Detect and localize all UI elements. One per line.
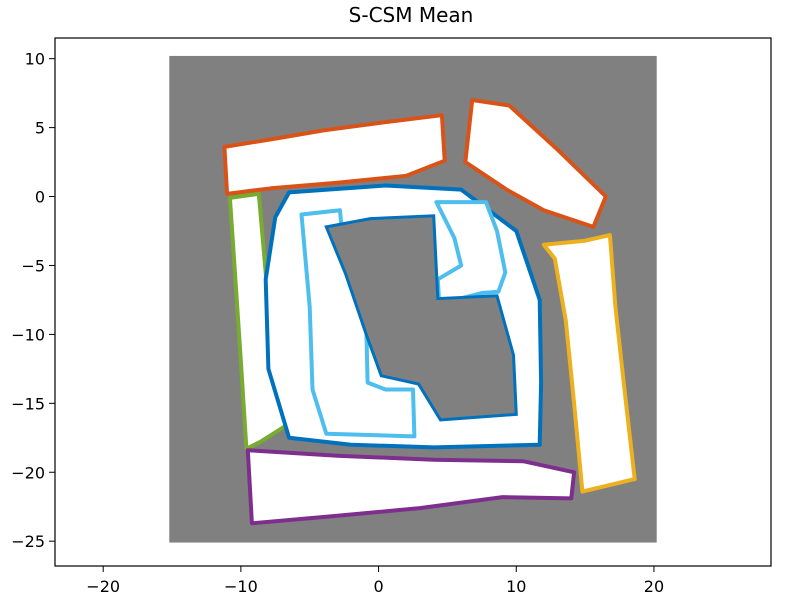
courtyard-unknown [324,214,518,422]
x-axis: −20 −10 0 10 20 [86,566,664,596]
y-tick-label: 5 [35,119,45,138]
y-tick-label: −5 [21,256,45,275]
chart-title: S-CSM Mean [349,3,474,27]
y-tick-label: 10 [25,50,45,69]
region-north-corridor [222,113,447,196]
y-tick-label: 0 [35,188,45,207]
plot-area [169,55,657,543]
x-tick-label: 20 [644,577,664,596]
region-northeast-room [463,98,608,229]
y-tick-label: −25 [11,532,45,551]
region-south-corridor [245,448,577,526]
x-tick-label: −10 [224,577,258,596]
y-tick-label: −10 [11,325,45,344]
y-tick-label: −15 [11,394,45,413]
x-tick-label: 10 [506,577,526,596]
axes-frame [54,37,772,567]
y-tick-label: −20 [11,463,45,482]
y-axis: 10 5 0 −5 −10 −15 −20 −25 [11,50,55,551]
x-tick-label: −20 [86,577,120,596]
x-tick-label: 0 [373,577,383,596]
region-east-inner-room [434,200,508,307]
region-east-corridor [541,233,637,494]
